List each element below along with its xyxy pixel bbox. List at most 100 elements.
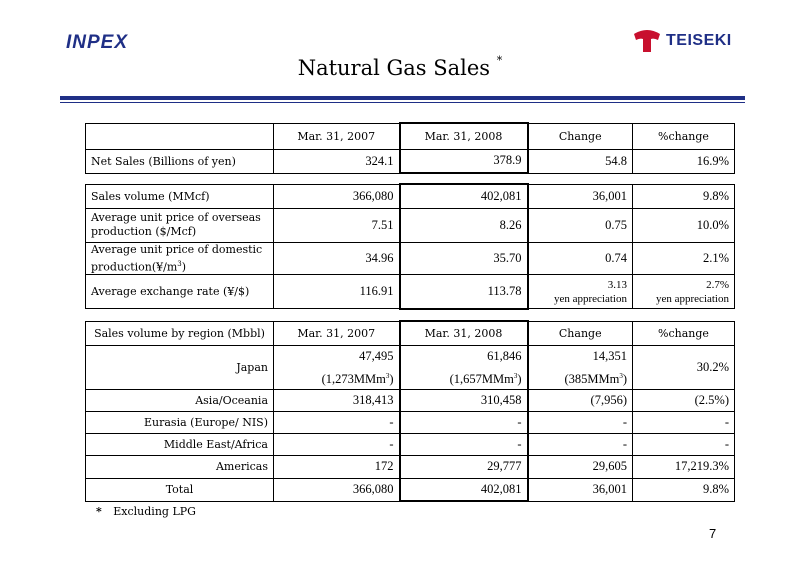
value-2007: 47,495 (1,273MMm3): [273, 344, 400, 390]
net-sales-table: Mar. 31, 2007 Mar. 31, 2008 Change %chan…: [85, 122, 735, 174]
value-2007: 116.91: [273, 274, 400, 310]
value-pct: 9.8%: [632, 477, 735, 502]
sales-by-region-table: Sales volume by region (Mbbl) Mar. 31, 2…: [85, 320, 735, 503]
row-label: Average unit price of overseas productio…: [85, 207, 274, 243]
value-2008: 402,081: [398, 183, 529, 209]
teiseki-logo: TEISEKI: [632, 28, 732, 54]
value-pct: 17,219.3%: [632, 454, 735, 479]
row-label: Asia/Oceania: [85, 388, 274, 412]
teiseki-emblem-icon: [634, 30, 660, 52]
row-label-text: Average unit price of domestic productio…: [91, 242, 263, 274]
superscript: 3: [513, 371, 518, 380]
table-row: Average unit price of overseas productio…: [85, 207, 735, 243]
volume-mbbl: 14,351: [592, 348, 627, 363]
value-pct: 9.8%: [632, 183, 735, 209]
paren-close: ): [517, 371, 522, 386]
page-title: Natural Gas Sales *: [0, 54, 800, 80]
value-2007: 366,080: [273, 183, 400, 209]
value-change: -: [527, 432, 633, 456]
row-label: Eurasia (Europe/ NIS): [85, 410, 274, 434]
paren-close: ): [389, 371, 394, 386]
volume-mbbl: 61,846: [487, 348, 522, 363]
volume-mmm3: (1,657MMm3): [406, 366, 522, 389]
change-value: 3.13: [607, 278, 627, 291]
volume-mmm3: (385MMm3): [534, 366, 627, 389]
table-row: Average unit price of domestic productio…: [85, 241, 735, 276]
value-pct: (2.5%): [632, 388, 735, 412]
inpex-logo: INPEX: [66, 32, 129, 53]
header-2008: Mar. 31, 2008: [398, 320, 529, 346]
row-label: Americas: [85, 454, 274, 479]
value-change: 54.8: [527, 148, 633, 174]
header-change: Change: [527, 122, 633, 150]
table-row: Asia/Oceania 318,413 310,458 (7,956) (2.…: [85, 388, 735, 412]
value-pct: 16.9%: [632, 148, 735, 174]
value-change: -: [527, 410, 633, 434]
header-pct-change: %change: [632, 122, 735, 150]
value-pct: -: [632, 432, 735, 456]
footnote-text: Excluding LPG: [113, 505, 196, 518]
value-change: 29,605: [527, 454, 633, 479]
row-label-tail: ): [181, 260, 187, 274]
superscript: 3: [619, 371, 623, 380]
row-label: Net Sales (Billions of yen): [85, 148, 274, 174]
value-2007: 366,080: [273, 477, 400, 502]
table-header-row: Sales volume by region (Mbbl) Mar. 31, 2…: [85, 320, 735, 346]
header-pct-change: %change: [632, 320, 735, 346]
volume-mmm3-text: (1,657MMm: [449, 371, 514, 386]
table-row: Middle East/Africa - - - -: [85, 432, 735, 456]
row-label: Total: [85, 477, 274, 502]
value-change: 0.75: [527, 207, 633, 243]
table-row: Americas 172 29,777 29,605 17,219.3%: [85, 454, 735, 479]
value-change: 36,001: [527, 183, 633, 209]
volume-mbbl: 47,495: [359, 348, 394, 363]
change-note: yen appreciation: [554, 292, 627, 305]
row-label: Middle East/Africa: [85, 432, 274, 456]
value-2008: 378.9: [398, 148, 529, 174]
value-2008: 113.78: [398, 274, 529, 310]
value-2008: -: [398, 432, 529, 456]
header-region: Sales volume by region (Mbbl): [85, 320, 274, 346]
value-pct: -: [632, 410, 735, 434]
page-title-text: Natural Gas Sales: [297, 56, 491, 80]
page-number: 7: [709, 526, 717, 541]
table-row-japan: Japan 47,495 (1,273MMm3) 61,846 (1,657MM…: [85, 344, 735, 390]
paren-close: ): [622, 371, 627, 386]
value-change: 3.13 yen appreciation: [527, 274, 633, 310]
value-2008: 35.70: [398, 241, 529, 276]
value-2008: 310,458: [398, 388, 529, 412]
row-label: Average unit price of domestic productio…: [85, 241, 274, 276]
table-row: Sales volume (MMcf) 366,080 402,081 36,0…: [85, 183, 735, 209]
value-2008: -: [398, 410, 529, 434]
value-2007: -: [273, 410, 400, 434]
header-change: Change: [527, 320, 633, 346]
header-2007: Mar. 31, 2007: [273, 122, 400, 150]
sales-volume-price-table: Sales volume (MMcf) 366,080 402,081 36,0…: [85, 183, 735, 310]
value-2008: 61,846 (1,657MMm3): [398, 344, 529, 390]
value-2008: 29,777: [398, 454, 529, 479]
value-change: (7,956): [527, 388, 633, 412]
table-header-row: Mar. 31, 2007 Mar. 31, 2008 Change %chan…: [85, 122, 735, 150]
value-2007: -: [273, 432, 400, 456]
table-row: Net Sales (Billions of yen) 324.1 378.9 …: [85, 148, 735, 174]
value-2007: 324.1: [273, 148, 400, 174]
value-2007: 7.51: [273, 207, 400, 243]
value-2007: 34.96: [273, 241, 400, 276]
pct-value: 2.7%: [706, 278, 729, 291]
value-2007: 172: [273, 454, 400, 479]
title-footnote-mark: *: [496, 54, 503, 67]
value-change: 0.74: [527, 241, 633, 276]
value-change: 36,001: [527, 477, 633, 502]
row-label: Japan: [85, 344, 274, 390]
value-2008: 402,081: [398, 477, 529, 503]
title-rule-thick: [60, 96, 745, 100]
value-pct: 30.2%: [632, 344, 735, 390]
value-pct: 2.7% yen appreciation: [632, 274, 735, 310]
value-2007: 318,413: [273, 388, 400, 412]
value-2008: 8.26: [398, 207, 529, 243]
header-blank: [85, 122, 274, 150]
volume-mmm3-text: (385MMm: [564, 371, 620, 386]
title-rule-thin: [60, 102, 745, 103]
table-row-total: Total 366,080 402,081 36,001 9.8%: [85, 477, 735, 503]
footnote: * Excluding LPG: [96, 505, 196, 518]
